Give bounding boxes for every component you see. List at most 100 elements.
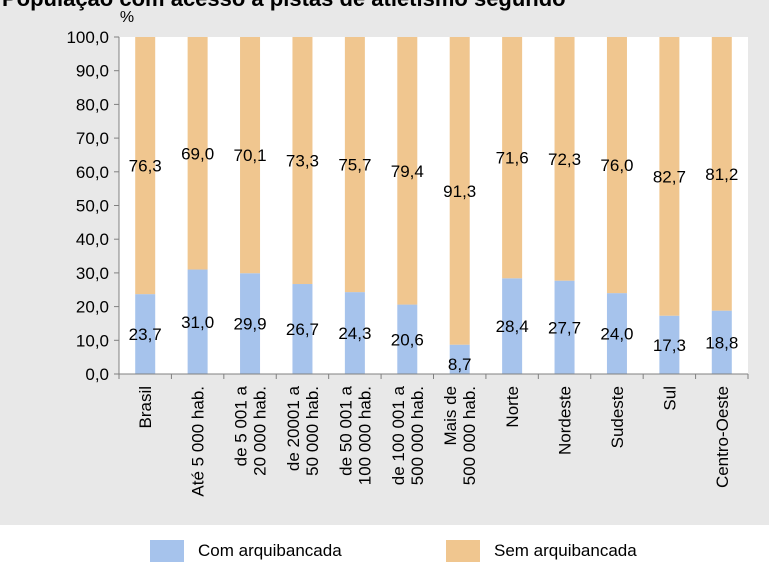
- chart-panel: 23,7 76,3 31,0 69,0 29,9 70,1 26,7 73,3 24,3 75,7…: [0, 0, 769, 525]
- legend-item-com-arquibancada: Com arquibancada: [150, 540, 342, 562]
- x-tick-label-line: 50 000 hab.: [303, 386, 322, 476]
- bar-com-4: [344, 292, 365, 374]
- data-label-sem-6: 91,3: [443, 182, 476, 201]
- bar-sem-9: [606, 37, 627, 294]
- bar-sem-5: [397, 37, 418, 305]
- data-label-sem-1: 69,0: [181, 144, 214, 163]
- bar-com-6: [449, 344, 470, 374]
- bar-com-2: [240, 273, 261, 374]
- x-tick-label-3: de 20001 a 50 000 hab.: [284, 385, 322, 475]
- bar-com-0: [135, 294, 156, 374]
- bar-sem-7: [502, 37, 523, 279]
- data-label-sem-7: 71,6: [496, 149, 529, 168]
- x-tick-label-line: Brasil: [136, 386, 155, 429]
- x-tick-label-9: Sudeste: [608, 386, 627, 448]
- data-label-com-6: 8,7: [448, 355, 472, 374]
- bar-com-5: [397, 304, 418, 374]
- data-label-sem-9: 76,0: [600, 156, 633, 175]
- data-label-com-2: 29,9: [233, 315, 266, 334]
- bar-com-7: [502, 278, 523, 374]
- x-tick-label-6: Mais de 500 000 hab.: [441, 386, 479, 485]
- x-tick-label-7: Norte: [503, 386, 522, 428]
- x-tick-label-line: 500 000 hab.: [460, 386, 479, 485]
- x-tick-label-line: de 50 001 a: [336, 385, 355, 475]
- data-label-com-4: 24,3: [338, 324, 371, 343]
- x-tick-label-line: 500 000 hab.: [408, 386, 427, 485]
- bar-com-8: [554, 280, 575, 374]
- bar-sem-0: [135, 37, 156, 295]
- legend-item-sem-arquibancada: Sem arquibancada: [446, 540, 637, 562]
- data-label-com-3: 26,7: [286, 320, 319, 339]
- y-tick-label-1: 10,0: [76, 331, 109, 350]
- x-tick-label-line: de 5 001 a: [232, 385, 251, 466]
- data-label-com-5: 20,6: [391, 330, 424, 349]
- x-tick-label-1: Até 5 000 hab.: [189, 386, 208, 497]
- x-tick-label-line: Nordeste: [556, 386, 575, 455]
- y-tick-label-9: 90,0: [76, 62, 109, 81]
- data-label-sem-0: 76,3: [129, 157, 162, 176]
- y-tick-label-3: 30,0: [76, 264, 109, 283]
- y-tick-label-6: 60,0: [76, 163, 109, 182]
- bar-sem-2: [240, 37, 261, 274]
- data-label-com-1: 31,0: [181, 313, 214, 332]
- x-tick-label-line: de 20001 a: [284, 385, 303, 471]
- data-label-com-11: 18,8: [705, 333, 738, 352]
- x-tick-label-line: 20 000 hab.: [251, 386, 270, 476]
- x-tick-label-line: Mais de: [441, 386, 460, 446]
- y-tick-label-5: 50,0: [76, 197, 109, 216]
- data-label-sem-8: 72,3: [548, 150, 581, 169]
- bar-sem-3: [292, 37, 313, 285]
- data-label-sem-5: 79,4: [391, 162, 424, 181]
- data-label-com-8: 27,7: [548, 318, 581, 337]
- x-tick-label-10: Sul: [660, 386, 679, 411]
- bar-sem-1: [187, 37, 208, 270]
- bar-sem-6: [449, 37, 470, 345]
- bar-sem-4: [344, 37, 365, 293]
- bar-com-11: [711, 310, 732, 374]
- y-axis-unit-label: %: [120, 9, 134, 26]
- data-label-sem-2: 70,1: [233, 146, 266, 165]
- data-label-com-9: 24,0: [600, 325, 633, 344]
- data-label-sem-3: 73,3: [286, 152, 319, 171]
- y-tick-label-2: 20,0: [76, 298, 109, 317]
- x-tick-label-2: de 5 001 a 20 000 hab.: [232, 385, 270, 475]
- bar-com-3: [292, 284, 313, 374]
- stacked-bar-chart: 23,7 76,3 31,0 69,0 29,9 70,1 26,7 73,3 24,3 75,7…: [66, 9, 749, 497]
- x-tick-label-line: 100 000 hab.: [355, 386, 374, 485]
- y-tick-label-8: 80,0: [76, 95, 109, 114]
- x-tick-label-line: Até 5 000 hab.: [189, 386, 208, 497]
- bar-com-9: [606, 293, 627, 374]
- legend-label-sem: Sem arquibancada: [494, 541, 637, 560]
- data-label-sem-4: 75,7: [338, 156, 371, 175]
- x-tick-label-11: Centro-Oeste: [713, 386, 732, 488]
- data-label-sem-11: 81,2: [705, 165, 738, 184]
- bar-sem-11: [711, 37, 732, 311]
- legend-swatch-com: [150, 540, 184, 562]
- x-tick-label-4: de 50 001 a 100 000 hab.: [336, 385, 374, 485]
- x-tick-label-5: de 100 001 a 500 000 hab.: [389, 385, 427, 485]
- x-tick-label-8: Nordeste: [556, 386, 575, 455]
- data-label-com-10: 17,3: [653, 336, 686, 355]
- y-tick-label-0: 0,0: [85, 365, 109, 384]
- x-tick-label-line: de 100 001 a: [389, 385, 408, 485]
- y-tick-label-4: 40,0: [76, 230, 109, 249]
- bar-sem-10: [659, 37, 680, 316]
- chart-title: População com acesso a pistas de atletis…: [2, 0, 566, 12]
- bar-com-10: [659, 315, 680, 374]
- data-label-com-0: 23,7: [129, 325, 162, 344]
- legend: Com arquibancada Sem arquibancada: [0, 540, 769, 565]
- y-tick-label-10: 100,0: [66, 28, 109, 47]
- data-label-sem-10: 82,7: [653, 167, 686, 186]
- x-tick-label-0: Brasil: [136, 386, 155, 429]
- legend-label-com: Com arquibancada: [198, 541, 342, 560]
- x-tick-label-line: Sul: [660, 386, 679, 411]
- x-tick-label-line: Sudeste: [608, 386, 627, 448]
- x-tick-label-line: Centro-Oeste: [713, 386, 732, 488]
- bar-com-1: [187, 269, 208, 374]
- legend-swatch-sem: [446, 540, 480, 562]
- y-tick-label-7: 70,0: [76, 129, 109, 148]
- data-label-com-7: 28,4: [496, 317, 529, 336]
- plot-area: [119, 37, 748, 374]
- bar-sem-8: [554, 37, 575, 281]
- x-tick-label-line: Norte: [503, 386, 522, 428]
